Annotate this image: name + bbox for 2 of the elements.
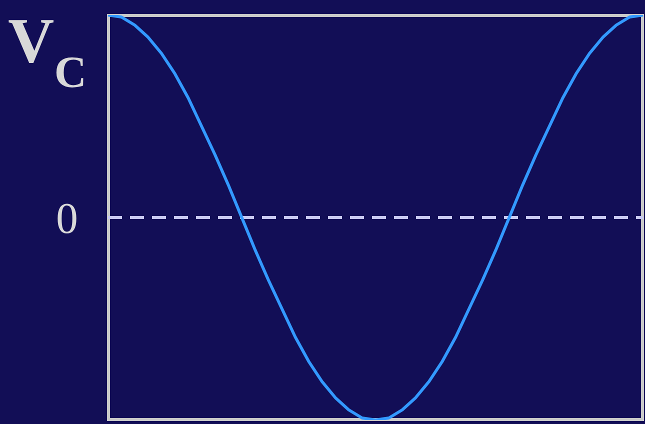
ref-line-label: 0 [56, 194, 78, 244]
y-axis-title: V$_{C}$ [8, 5, 87, 97]
